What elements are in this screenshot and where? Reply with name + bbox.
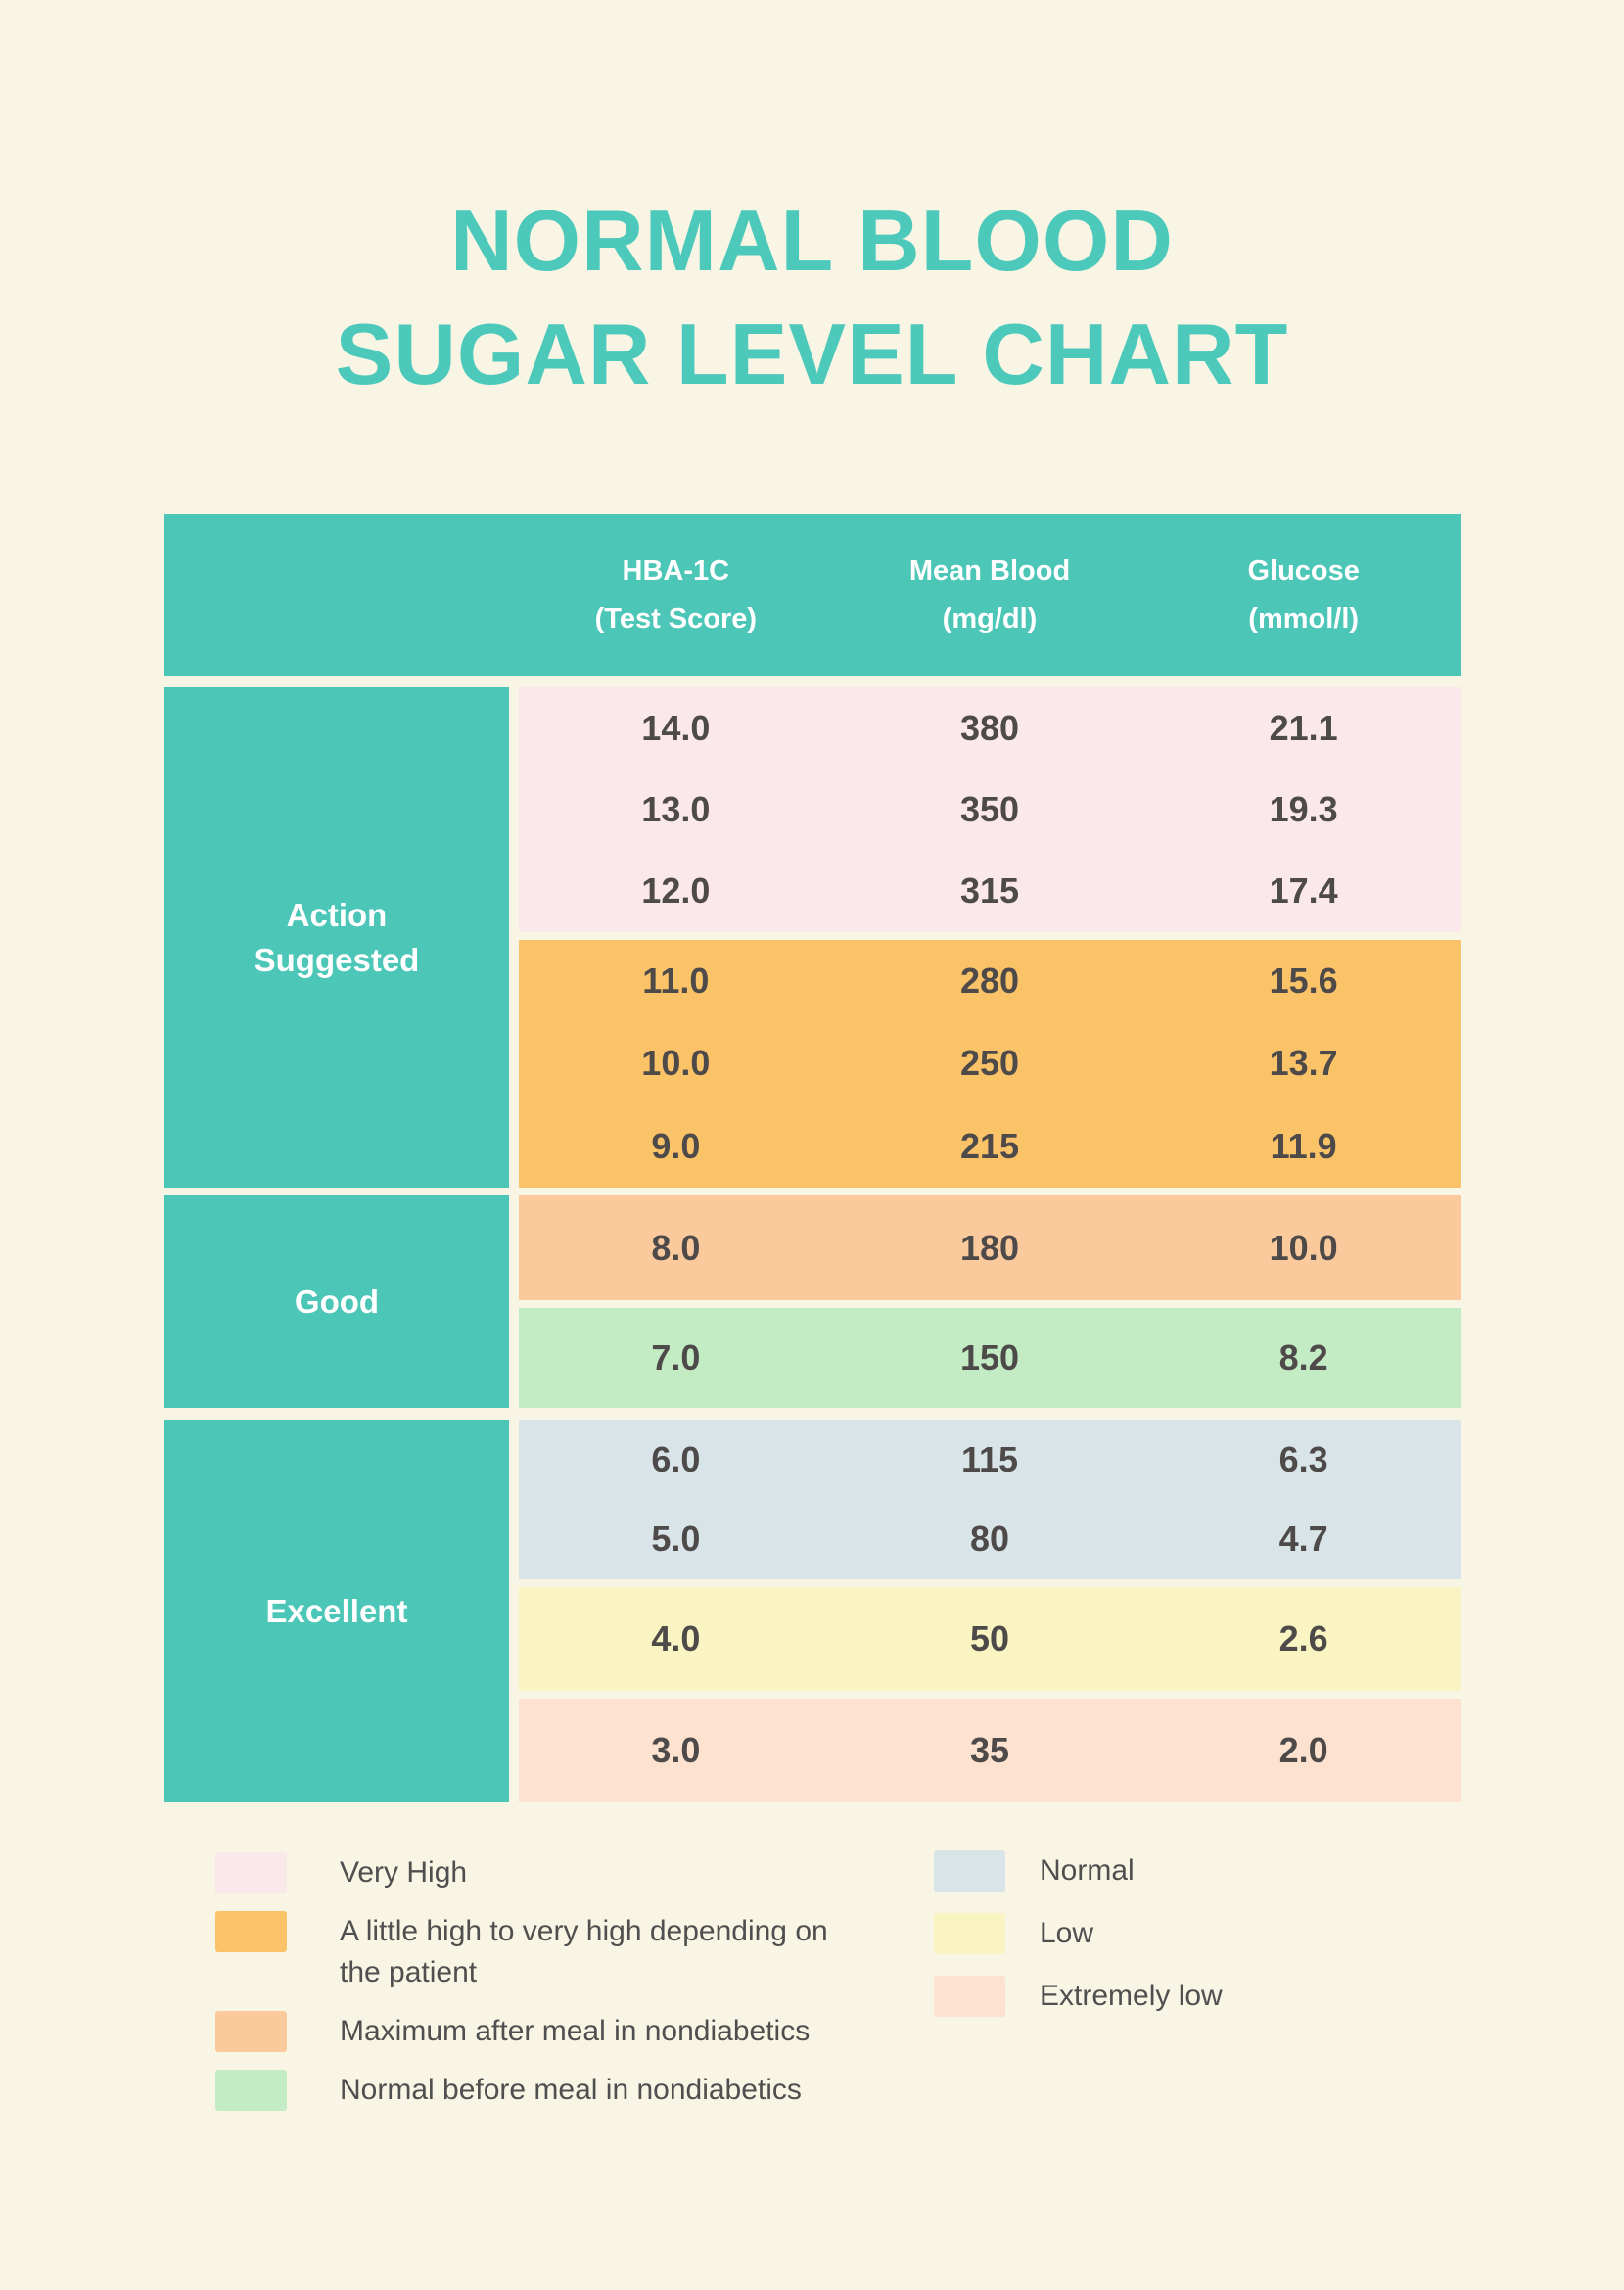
legend-item-extremely-low: Extremely low — [934, 1976, 1223, 2017]
legend-item-very-high: Very High — [215, 1852, 849, 1893]
legend-item-low: Low — [934, 1913, 1223, 1954]
legend-swatch-max-after-meal — [215, 2011, 287, 2052]
table-row: 5.0 80 4.7 — [651, 1519, 1328, 1560]
group-little-high: 11.0 280 15.6 10.0 250 13.7 9.0 215 — [519, 940, 1461, 1188]
group-normal: 6.0 115 6.3 5.0 80 4.7 — [519, 1420, 1461, 1579]
legend-item-little-high: A little high to very high depending on … — [215, 1911, 849, 1993]
legend-item-max-after-meal: Maximum after meal in nondiabetics — [215, 2011, 849, 2052]
section-good: Good 8.0 180 10.0 7.0 150 8.2 — [164, 1195, 1461, 1408]
column-header-glucose: Glucose (mmol/l) — [1247, 554, 1360, 634]
row-label-action-suggested: Action Suggested — [164, 687, 509, 1188]
table-header-row: HBA-1C (Test Score) Mean Blood (mg/dl) G… — [164, 514, 1461, 676]
column-header-mean-blood: Mean Blood (mg/dl) — [908, 554, 1071, 634]
group-normal-before-meal: 7.0 150 8.2 — [519, 1308, 1461, 1408]
table-row: 8.0 180 10.0 — [651, 1227, 1338, 1268]
table-row: 12.0 315 17.4 — [641, 870, 1338, 911]
page-title-line2: SUGAR LEVEL CHART — [335, 305, 1289, 402]
table-row: 13.0 350 19.3 — [641, 788, 1338, 829]
table-row: 9.0 215 11.9 — [651, 1125, 1337, 1166]
section-excellent: Excellent 6.0 115 6.3 5.0 80 4.7 — [164, 1420, 1461, 1802]
section-good-data: 8.0 180 10.0 7.0 150 8.2 — [519, 1195, 1461, 1408]
legend-swatch-very-high — [215, 1852, 287, 1893]
legend-item-normal-before-meal: Normal before meal in nondiabetics — [215, 2070, 849, 2111]
table-body: Action Suggested 14.0 380 21.1 13.0 350 … — [164, 687, 1461, 1802]
legend-swatch-little-high — [215, 1911, 287, 1952]
table-row: 10.0 250 13.7 — [641, 1043, 1338, 1084]
section-excellent-data: 6.0 115 6.3 5.0 80 4.7 4.0 5 — [519, 1420, 1461, 1802]
table-row: 3.0 35 2.0 — [651, 1730, 1328, 1770]
blood-sugar-table: HBA-1C (Test Score) Mean Blood (mg/dl) G… — [164, 514, 1461, 1802]
group-low: 4.0 50 2.6 — [519, 1587, 1461, 1691]
section-action-suggested-data: 14.0 380 21.1 13.0 350 19.3 12.0 315 — [519, 687, 1461, 1188]
legend-swatch-low — [934, 1913, 1005, 1954]
legend-swatch-normal-before-meal — [215, 2070, 287, 2111]
column-header-hba1c: HBA-1C (Test Score) — [594, 554, 758, 634]
table-row: 4.0 50 2.6 — [651, 1618, 1328, 1659]
legend-swatch-normal — [934, 1850, 1005, 1892]
page-title-line1: NORMAL BLOOD — [450, 192, 1174, 289]
legend-right-column: Normal Low Extremely low — [934, 1850, 1223, 2017]
group-max-after-meal: 8.0 180 10.0 — [519, 1195, 1461, 1300]
row-label-excellent: Excellent — [164, 1420, 509, 1802]
group-extremely-low: 3.0 35 2.0 — [519, 1699, 1461, 1802]
section-action-suggested: Action Suggested 14.0 380 21.1 13.0 350 … — [164, 687, 1461, 1188]
page-title: NORMAL BLOOD SUGAR LEVEL CHART — [0, 184, 1624, 411]
group-very-high: 14.0 380 21.1 13.0 350 19.3 12.0 315 — [519, 687, 1461, 932]
legend-item-normal: Normal — [934, 1850, 1223, 1892]
table-row: 11.0 280 15.6 — [642, 960, 1338, 1002]
table-row: 14.0 380 21.1 — [641, 707, 1338, 748]
legend-left-column: Very High A little high to very high dep… — [215, 1852, 849, 2111]
row-label-good: Good — [164, 1195, 509, 1408]
legend-swatch-extremely-low — [934, 1976, 1005, 2017]
table-row: 7.0 150 8.2 — [651, 1337, 1328, 1378]
table-row: 6.0 115 6.3 — [651, 1438, 1328, 1479]
